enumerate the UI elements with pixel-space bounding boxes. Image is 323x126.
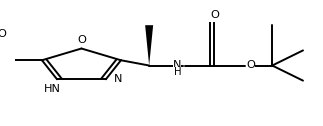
Text: H: H: [174, 67, 182, 77]
Text: N: N: [173, 60, 182, 70]
Text: HN: HN: [44, 84, 61, 94]
Text: O: O: [211, 10, 220, 20]
Polygon shape: [145, 25, 153, 66]
Text: N: N: [114, 74, 122, 84]
Text: O: O: [246, 60, 255, 70]
Text: O: O: [0, 29, 6, 39]
Text: O: O: [77, 35, 86, 45]
